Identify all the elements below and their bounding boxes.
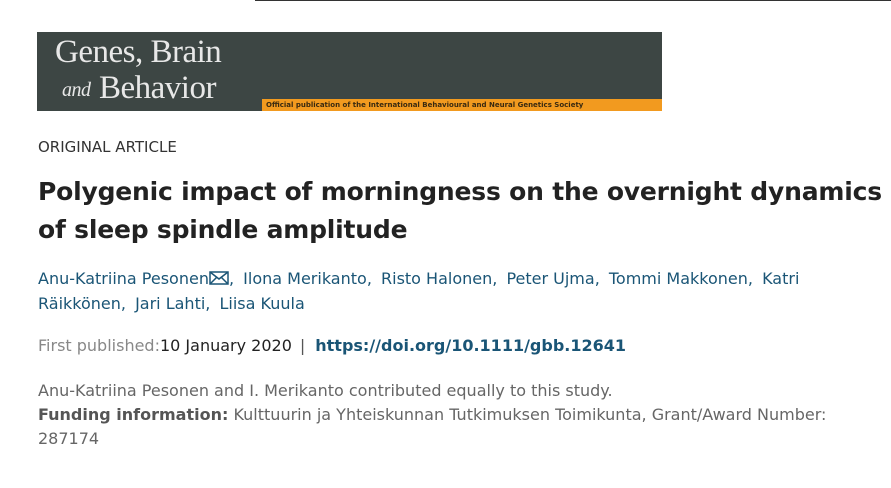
author-separator: ,: [492, 269, 498, 288]
published-label: First published:: [38, 336, 160, 355]
author-name[interactable]: Peter Ujma: [506, 269, 595, 288]
author-separator: ,: [594, 269, 600, 288]
author-separator: ,: [366, 269, 372, 288]
journal-and: and: [62, 79, 91, 101]
journal-name: Behavior: [99, 70, 216, 106]
author-entry: Jari Lahti,: [135, 294, 210, 313]
author-name[interactable]: Katri Räikkönen: [38, 269, 800, 313]
funding: Funding information: Kulttuurin ja Yhtei…: [38, 403, 858, 451]
article-type: ORIGINAL ARTICLE: [38, 138, 177, 156]
funding-text: Kulttuurin ja Yhteiskunnan Tutkimuksen T…: [38, 405, 827, 448]
author-name[interactable]: Liisa Kuula: [219, 294, 305, 313]
author-separator: ,: [228, 269, 235, 288]
journal-banner: Genes, Brain and Behavior Official publi…: [37, 32, 662, 111]
author-list: Anu-Katriina Pesonen, Ilona Merikanto, R…: [38, 266, 838, 316]
author-entry: Katri Räikkönen,: [38, 269, 799, 313]
author-entry: Anu-Katriina Pesonen,: [38, 269, 234, 288]
author-name[interactable]: Jari Lahti: [135, 294, 206, 313]
author-name[interactable]: Risto Halonen: [381, 269, 493, 288]
author-separator: ,: [205, 294, 211, 313]
author-name[interactable]: Ilona Merikanto: [243, 269, 367, 288]
author-separator: ,: [747, 269, 753, 288]
article-title: Polygenic impact of morningness on the o…: [38, 177, 882, 244]
separator: |: [299, 336, 306, 355]
journal-tagline: Official publication of the Internationa…: [262, 99, 662, 111]
author-entry: Ilona Merikanto,: [243, 269, 372, 288]
doi-link[interactable]: https://doi.org/10.1111/gbb.12641: [315, 336, 627, 355]
top-rule: [255, 0, 891, 1]
author-entry: Tommi Makkonen,: [609, 269, 753, 288]
author-entry: Risto Halonen,: [381, 269, 497, 288]
notes: Anu-Katriina Pesonen and I. Merikanto co…: [38, 379, 858, 451]
author-name[interactable]: Tommi Makkonen: [608, 269, 748, 288]
author-entry: Peter Ujma,: [506, 269, 599, 288]
email-icon[interactable]: [209, 271, 229, 285]
journal-name: Genes, Brain: [55, 34, 222, 70]
author-entry: Liisa Kuula: [219, 294, 304, 313]
author-separator: ,: [120, 294, 126, 313]
publication-info: First published:10 January 2020 | https://…: [38, 336, 626, 355]
published-date: 10 January 2020: [159, 336, 292, 355]
contribution-note: Anu-Katriina Pesonen and I. Merikanto co…: [38, 381, 613, 400]
funding-label: Funding information:: [38, 405, 229, 424]
author-name[interactable]: Anu-Katriina Pesonen: [38, 269, 209, 288]
